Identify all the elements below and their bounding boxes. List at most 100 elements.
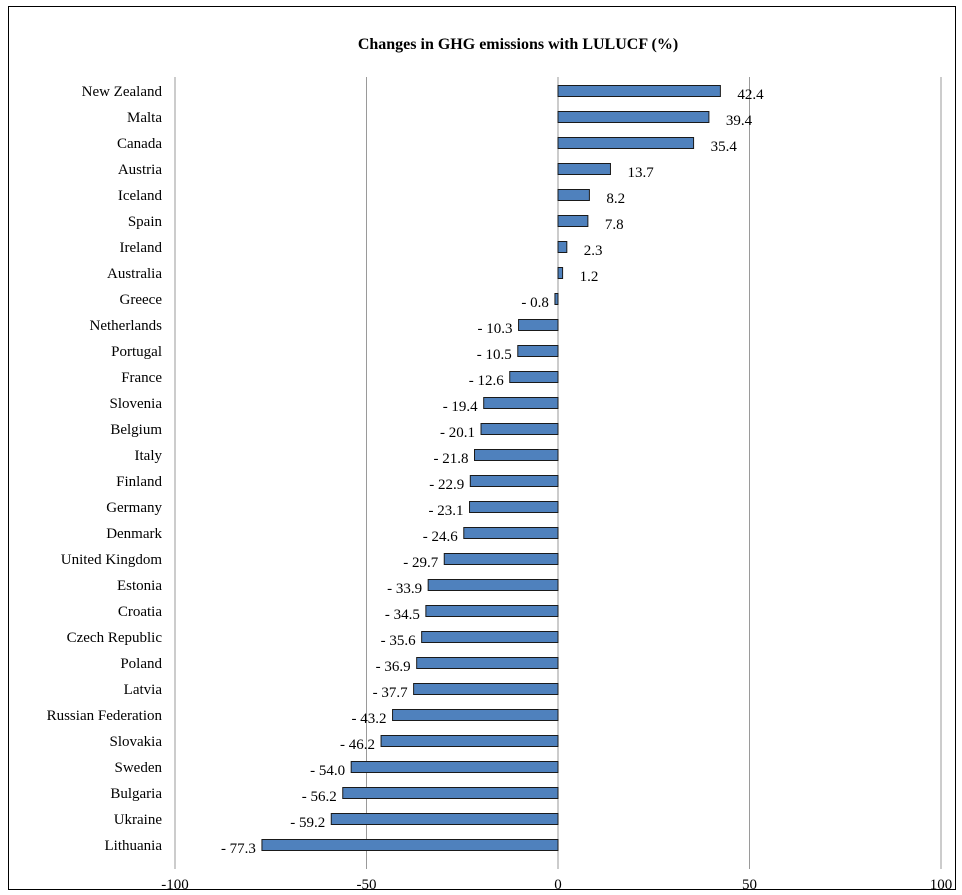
bar [425, 605, 559, 617]
category-label: Croatia [118, 604, 162, 620]
category-label: Ireland [120, 240, 163, 256]
bar [557, 241, 568, 253]
x-tick-label: -50 [357, 877, 377, 889]
category-label: Malta [127, 110, 162, 126]
category-label: Lithuania [105, 838, 163, 854]
data-label: 35.4 [711, 139, 738, 155]
category-label: Portugal [111, 344, 162, 360]
data-label: - 54.0 [310, 763, 345, 779]
value-labels: 42.4 39.4 35.4 13.78.2 7.82.3 1.2 - 0.8 - 10.3 -… [221, 87, 764, 857]
data-label: - 29.7 [403, 555, 438, 571]
bar [350, 761, 559, 773]
chart-frame: Changes in GHG emissions with LULUCF (%)… [8, 6, 956, 890]
data-label: - 77.3 [221, 841, 256, 857]
category-label: Sweden [115, 760, 163, 776]
bar [469, 501, 559, 513]
bar [557, 267, 564, 279]
category-label: Canada [117, 136, 162, 152]
bar [554, 293, 559, 305]
category-label: Australia [107, 266, 162, 282]
category-labels: New Zealand Malta Canada Austria Iceland Spai… [47, 84, 163, 854]
bar [427, 579, 559, 591]
category-label: Spain [128, 214, 163, 230]
bar [557, 85, 721, 97]
data-label: - 10.3 [478, 321, 513, 337]
bar [557, 111, 710, 123]
bar [557, 215, 589, 227]
category-label: Greece [120, 292, 163, 308]
category-label: Netherlands [90, 318, 163, 334]
category-label: Slovenia [110, 396, 163, 412]
x-tick-label: 0 [554, 877, 562, 889]
category-label: Latvia [124, 682, 163, 698]
data-label: - 46.2 [340, 737, 375, 753]
category-label: Belgium [110, 422, 162, 438]
category-label: Iceland [118, 188, 163, 204]
category-label: Italy [135, 448, 163, 464]
bar [557, 137, 695, 149]
category-label: Russian Federation [47, 708, 163, 724]
bar [463, 527, 559, 539]
category-label: Ukraine [114, 812, 163, 828]
data-label: - 19.4 [443, 399, 478, 415]
x-tick-label: -100 [161, 877, 189, 889]
data-label: 7.8 [605, 217, 624, 233]
data-label: - 37.7 [373, 685, 408, 701]
data-label: - 56.2 [302, 789, 337, 805]
bar [518, 319, 559, 331]
bar [509, 371, 559, 383]
data-label: - 33.9 [387, 581, 422, 597]
category-label: France [121, 370, 162, 386]
data-label: 13.7 [627, 165, 654, 181]
data-label: 8.2 [606, 191, 625, 207]
bar [557, 189, 590, 201]
data-label: - 35.6 [381, 633, 416, 649]
bar [342, 787, 559, 799]
bars [261, 85, 721, 851]
data-label: - 12.6 [469, 373, 504, 389]
x-tick-label: 100 [930, 877, 953, 889]
bar-chart: Changes in GHG emissions with LULUCF (%)… [47, 36, 953, 889]
x-axis-tick-labels: -100 -50 0 50 100 [161, 877, 952, 889]
data-label: - 59.2 [290, 815, 325, 831]
category-label: Finland [116, 474, 162, 490]
bar [483, 397, 559, 409]
data-label: - 0.8 [521, 295, 549, 311]
bar [392, 709, 559, 721]
data-label: 1.2 [580, 269, 599, 285]
category-label: Czech Republic [67, 630, 163, 646]
bar [469, 475, 559, 487]
data-label: - 36.9 [376, 659, 411, 675]
gridlines [174, 77, 942, 869]
category-label: Slovakia [110, 734, 163, 750]
chart-title: Changes in GHG emissions with LULUCF (%) [358, 36, 678, 53]
category-label: Poland [120, 656, 162, 672]
data-label: - 34.5 [385, 607, 420, 623]
data-label: - 21.8 [434, 451, 469, 467]
bar [416, 657, 559, 669]
bar [330, 813, 559, 825]
data-label: 39.4 [726, 113, 753, 129]
bar [474, 449, 559, 461]
data-label: - 43.2 [352, 711, 387, 727]
category-label: Bulgaria [110, 786, 162, 802]
x-tick-label: 50 [742, 877, 757, 889]
bar [557, 163, 611, 175]
bar [517, 345, 559, 357]
bar [380, 735, 559, 747]
bar [480, 423, 559, 435]
data-label: 2.3 [584, 243, 603, 259]
bar [261, 839, 559, 851]
data-label: - 24.6 [423, 529, 458, 545]
data-label: - 22.9 [429, 477, 464, 493]
bar [443, 553, 559, 565]
category-label: Germany [106, 500, 162, 516]
bar [421, 631, 559, 643]
category-label: Denmark [106, 526, 162, 542]
category-label: New Zealand [82, 84, 163, 100]
data-label: - 20.1 [440, 425, 475, 441]
bar [413, 683, 559, 695]
data-label: - 23.1 [429, 503, 464, 519]
data-label: - 10.5 [477, 347, 512, 363]
category-label: United Kingdom [61, 552, 163, 568]
